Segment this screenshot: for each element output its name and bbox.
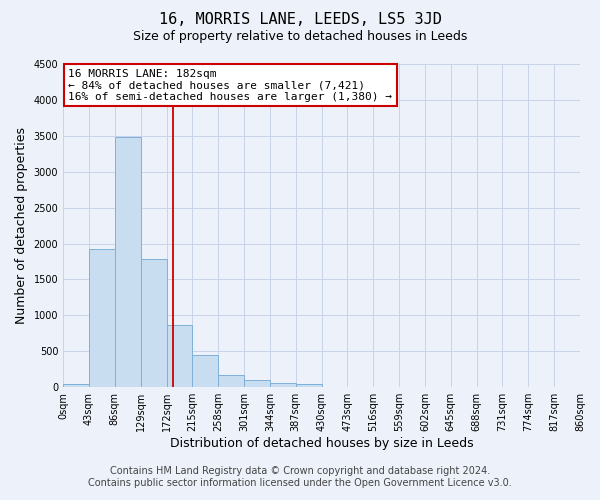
Bar [193, 355, 218, 387]
X-axis label: Distribution of detached houses by size in Leeds: Distribution of detached houses by size … [170, 437, 473, 450]
Text: Contains HM Land Registry data © Crown copyright and database right 2024.
Contai: Contains HM Land Registry data © Crown c… [88, 466, 512, 487]
Bar [167, 326, 193, 387]
Bar [296, 384, 322, 387]
Bar [63, 384, 89, 387]
Text: Size of property relative to detached houses in Leeds: Size of property relative to detached ho… [133, 30, 467, 43]
Text: 16, MORRIS LANE, LEEDS, LS5 3JD: 16, MORRIS LANE, LEEDS, LS5 3JD [158, 12, 442, 28]
Text: 16 MORRIS LANE: 182sqm
← 84% of detached houses are smaller (7,421)
16% of semi-: 16 MORRIS LANE: 182sqm ← 84% of detached… [68, 69, 392, 102]
Bar [244, 380, 270, 387]
Bar [115, 136, 140, 387]
Bar [270, 383, 296, 387]
Bar [140, 260, 167, 387]
Bar [89, 248, 115, 387]
Bar [218, 374, 244, 387]
Y-axis label: Number of detached properties: Number of detached properties [15, 127, 28, 324]
